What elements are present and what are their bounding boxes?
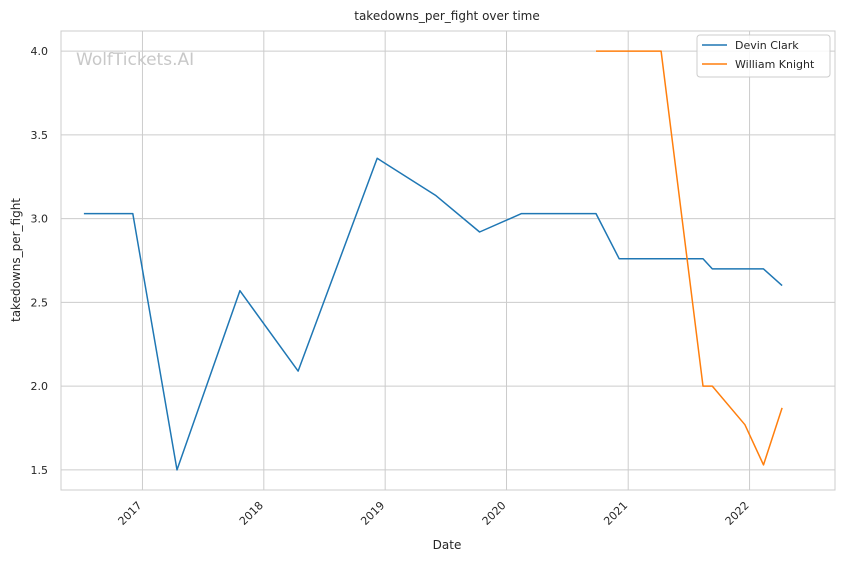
- watermark: WolfTickets.AI: [76, 50, 194, 70]
- x-tick-label: 2020: [480, 499, 509, 528]
- series-line-william-knight: [596, 50, 783, 466]
- series-layer: [83, 50, 783, 471]
- legend-box: [696, 34, 831, 78]
- legend-label: William Knight: [735, 58, 815, 71]
- x-tick-labels: 2017 2018 2019 2020 2021 2022: [116, 499, 752, 528]
- y-tick-label: 3.5: [31, 129, 49, 142]
- plot-frame: [60, 30, 836, 491]
- y-tick-label: 3.0: [31, 213, 49, 226]
- x-axis-label: Date: [433, 538, 462, 552]
- y-tick-label: 2.0: [31, 380, 49, 393]
- series-line-devin-clark: [83, 157, 783, 471]
- y-axis-label: takedowns_per_fight: [9, 198, 23, 322]
- y-tick-labels: 1.5 2.0 2.5 3.0 3.5 4.0: [31, 45, 49, 477]
- x-tick-label: 2018: [237, 499, 266, 528]
- legend: Devin Clark William Knight: [696, 34, 831, 78]
- y-tick-label: 2.5: [31, 296, 49, 309]
- grid: [61, 31, 835, 490]
- y-tick-label: 4.0: [31, 45, 49, 58]
- x-tick-label: 2019: [358, 499, 387, 528]
- x-tick-label: 2021: [601, 499, 630, 528]
- y-tick-label: 1.5: [31, 464, 49, 477]
- legend-label: Devin Clark: [735, 39, 799, 52]
- x-tick-label: 2022: [723, 499, 752, 528]
- x-tick-label: 2017: [116, 499, 145, 528]
- chart-title: takedowns_per_fight over time: [354, 9, 540, 23]
